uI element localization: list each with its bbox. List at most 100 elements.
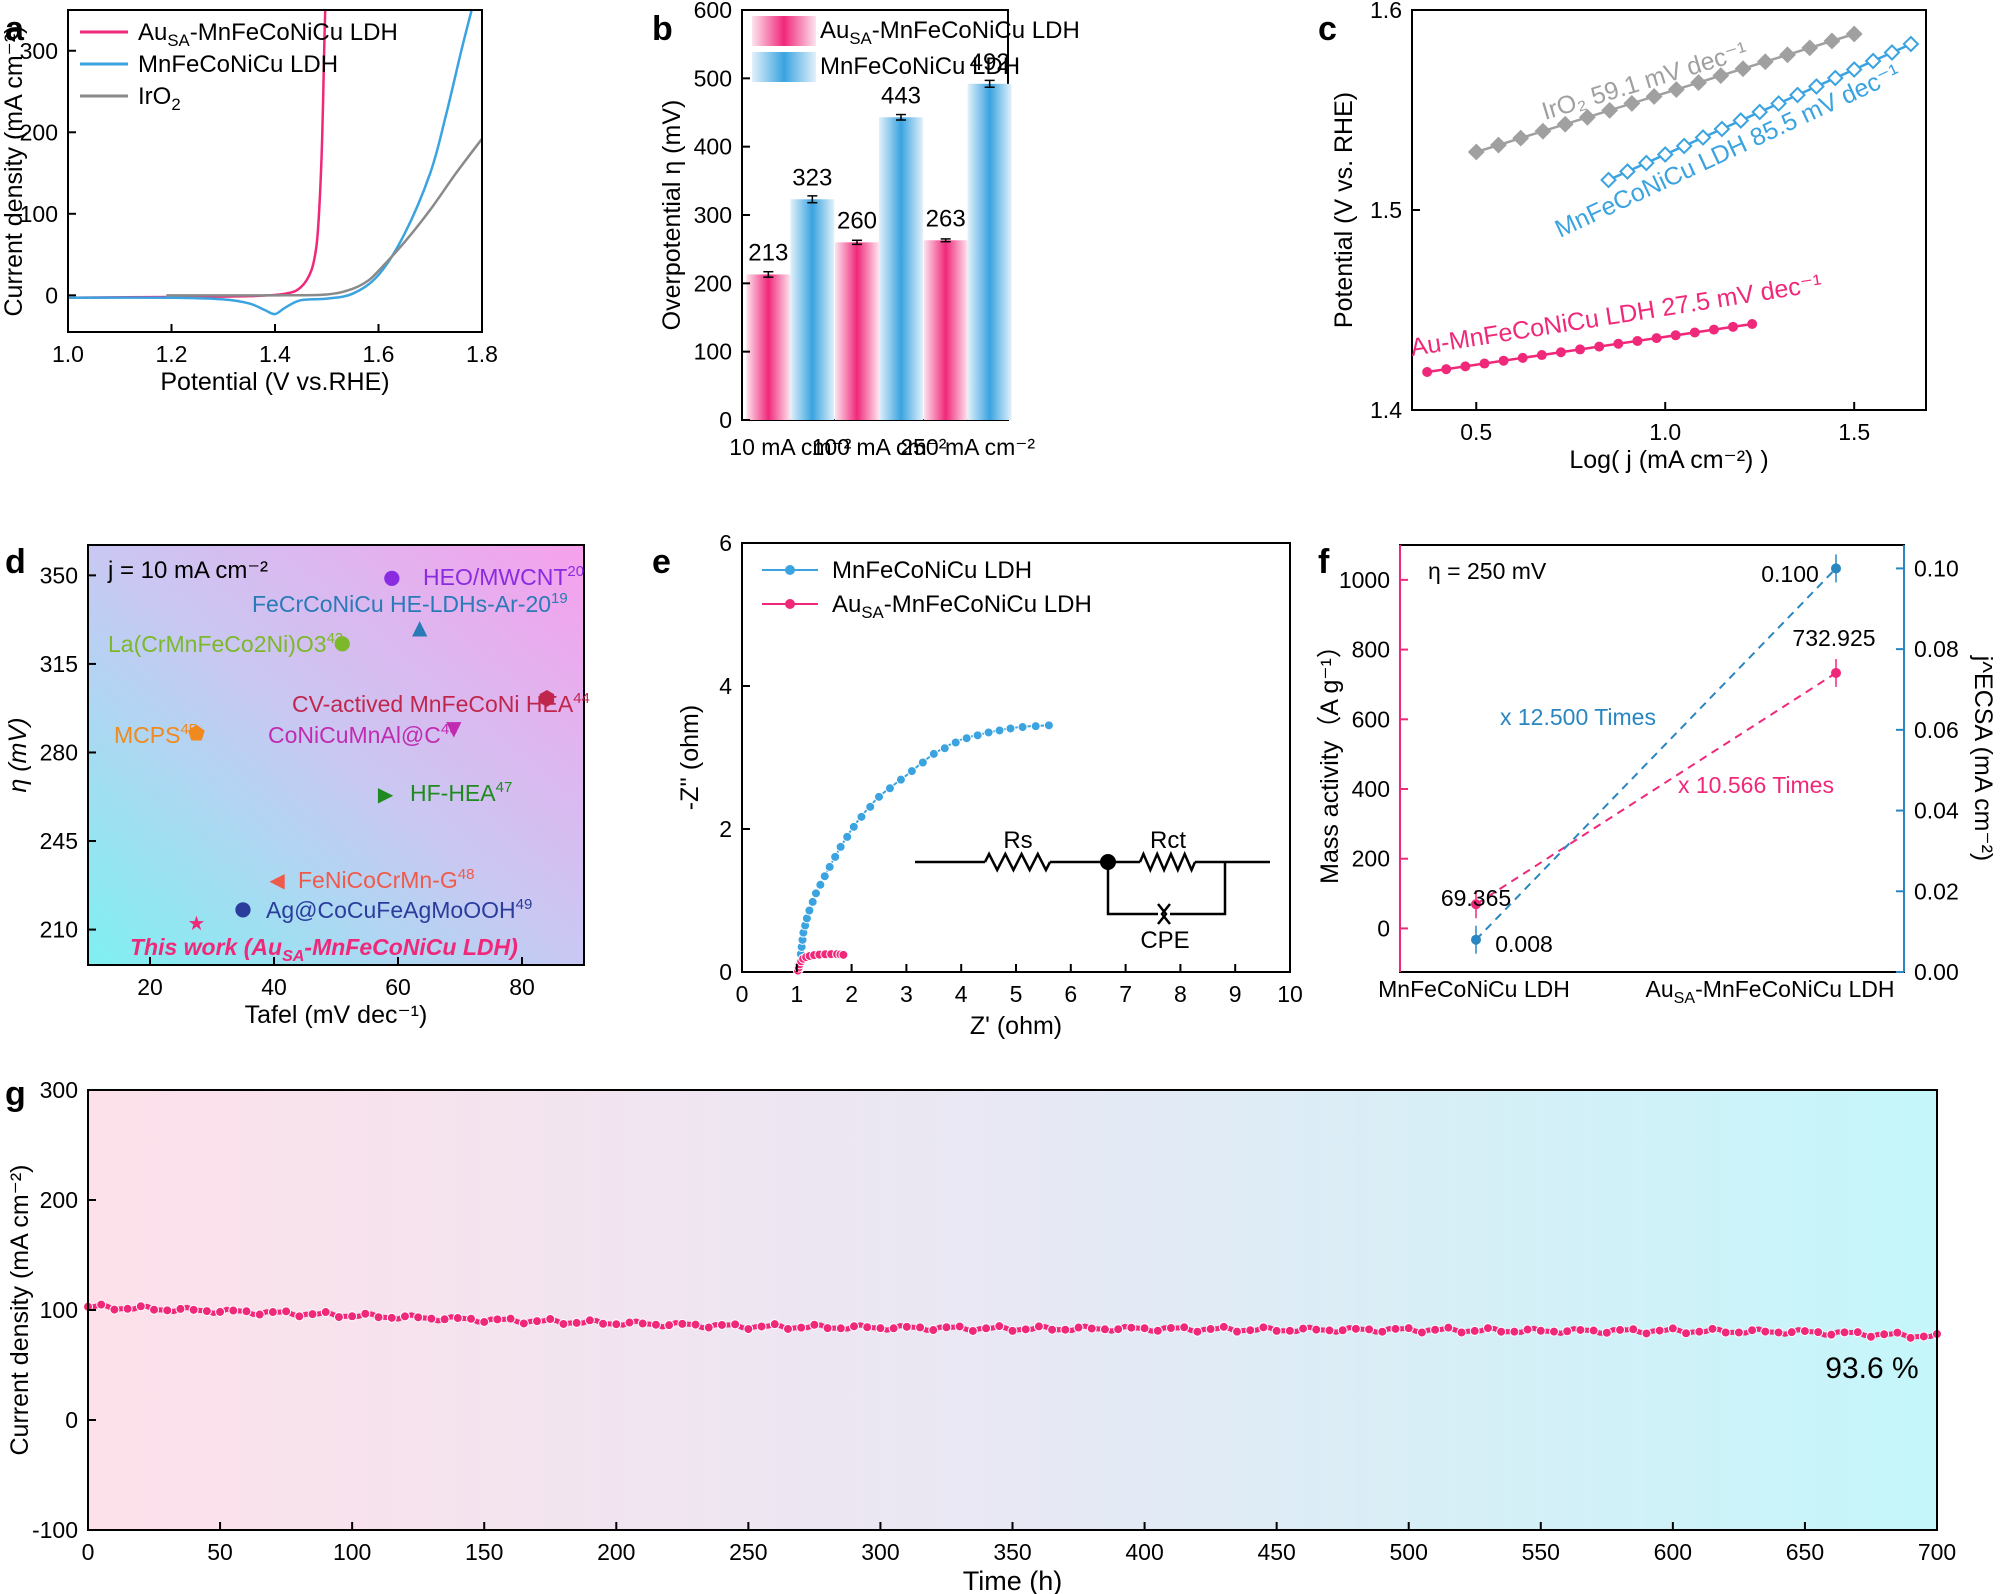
bar [879,117,923,421]
data-point [479,1316,490,1327]
x-tick-label: 0 [82,1539,95,1565]
data-point [1689,327,1700,338]
data-point [1152,1325,1163,1336]
data-point [917,757,928,768]
data-point: ▶ [378,782,394,806]
x-tick-label: 550 [1522,1539,1560,1565]
legend-label: MnFeCoNiCu LDH [138,51,338,78]
data-point [505,1313,516,1324]
panel-a-plot: 1.0 1.2 1.4 1.6 1.8 0 100 200 300 Potential (V vs… [0,9,498,396]
panel-d: d j = 10 mA cm⁻² ● HEO/MWCNT20 ▲FeCrCoNiCu … [4,543,590,1029]
x-tick-label: 1 [790,981,803,1007]
x-tick-label: 3 [900,981,913,1007]
y-tick-label: 350 [40,562,78,588]
y-tick-label: 600 [1352,706,1390,732]
x-tick-label: MnFeCoNiCu LDH [1378,976,1570,1002]
data-point [1734,60,1752,78]
bar-value-label: 213 [748,239,788,266]
data-point [888,1323,899,1334]
x-tick-label: 10 mA cm⁻² [729,434,851,460]
y-tick-label: 0 [1377,915,1390,941]
data-point [1826,1329,1837,1340]
panel-b-plot: 213 323 10 mA cm⁻² 260 443 100 mA cm⁻² 263 492 2… [658,0,1080,460]
data-point [1232,1326,1243,1337]
data-point [769,1319,780,1330]
x-tick-label: 10 [1277,981,1303,1007]
resistor-rct [1138,850,1197,874]
point-label: CV-actived MnFeCoNi HEA44 [292,690,590,717]
data-point [1601,101,1619,119]
data-point [677,1318,688,1329]
y-tick-label: 800 [1352,637,1390,663]
panel-d-plot: j = 10 mA cm⁻² ● HEO/MWCNT20 ▲FeCrCoNiCu HE… [4,544,590,1029]
data-point [1007,1325,1018,1336]
data-point [1535,1325,1546,1336]
data-point [254,1309,265,1320]
point-label: La(CrMnFeCo2Ni)O343 [108,630,343,657]
x-tick-label: 1.6 [363,341,395,367]
y-tick-label-right: 0.04 [1914,798,1959,824]
y-axis-label: Current density (mA cm⁻²) [0,25,28,316]
data-point [1498,355,1509,366]
data-point [347,1311,358,1322]
data-point [954,1321,965,1332]
data-point [862,1322,873,1333]
data-point [743,1324,754,1335]
y-tick-label: 100 [20,201,58,227]
data-point [1555,347,1566,358]
data-point [1030,721,1041,732]
data-point [1845,25,1863,43]
data-point [730,1319,741,1330]
data-point [1728,321,1739,332]
bar [790,199,835,420]
data-point [399,1311,410,1322]
data-point [1883,44,1901,61]
data-point [875,1323,886,1334]
data-point [1258,1322,1269,1333]
y-tick-label: 1000 [1339,567,1390,593]
data-point: ★ [188,911,206,935]
data-point [994,725,1005,736]
data-point [756,1321,767,1332]
panel-d-frame [87,544,585,966]
x-tick-label: 40 [261,974,287,1000]
x-tick-label: 50 [207,1539,233,1565]
data-point [1377,1326,1388,1337]
y-axis-label: -Z'' (ohm) [676,705,704,810]
point-label: FeCrCoNiCu HE-LDHs-Ar-2019 [252,590,568,617]
data-point [1337,1325,1348,1336]
data-point [558,1318,569,1329]
data-point [637,1318,648,1329]
data-point [835,841,846,852]
y-tick-label: 6 [719,530,732,556]
data-point [822,1323,833,1334]
data-point: ⬟ [188,721,206,745]
bar-value-label: 260 [837,207,877,234]
data-point [1205,1324,1216,1335]
data-point [1350,1323,1361,1334]
data-point [1086,1323,1097,1334]
y-tick-label-right: 0.02 [1914,878,1959,904]
data-point [1601,1327,1612,1338]
point-label: FeNiCoCrMn-G48 [298,866,474,893]
data-point [1918,1331,1929,1342]
data-point [804,905,815,916]
data-point [884,783,895,794]
legend-label: MnFeCoNiCu LDH [832,557,1032,584]
data-point [1667,81,1685,98]
data-point [1656,146,1674,163]
data-point [1823,32,1841,50]
data-point [809,1319,820,1330]
x-tick-label: 1.0 [52,341,84,367]
data-point [842,831,853,842]
data-point [188,1304,199,1315]
y-tick-label: 300 [20,38,58,64]
data-point [1707,1323,1718,1334]
data-point [1556,115,1574,133]
x-tick-label: 1.8 [466,341,498,367]
data-point [1619,163,1636,180]
data-point [939,743,950,754]
